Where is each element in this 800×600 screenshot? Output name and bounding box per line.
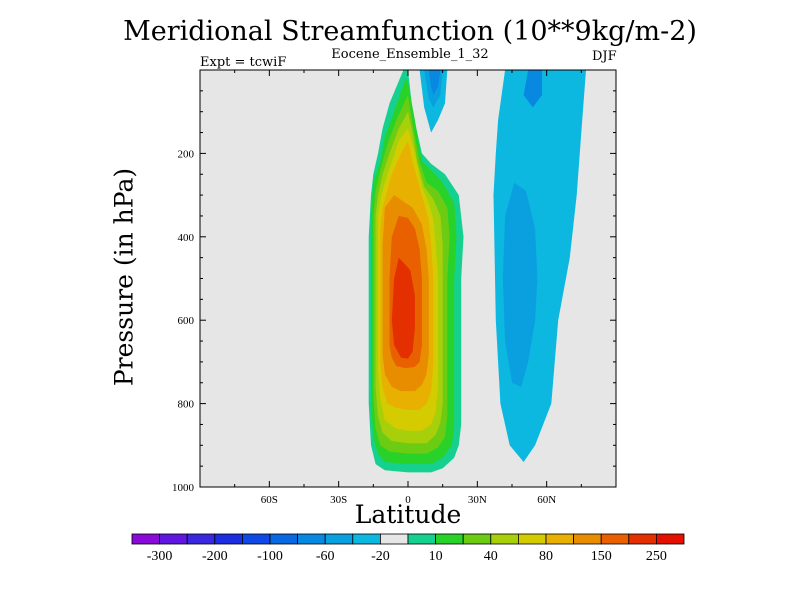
- colorbar-label: 150: [591, 549, 612, 564]
- colorbar-swatch: [518, 533, 547, 545]
- contour-region: [257, 70, 298, 392]
- season-label: DJF: [592, 49, 617, 64]
- colorbar-label: -200: [202, 549, 228, 564]
- x-axis-label: Latitude: [354, 500, 462, 529]
- colorbar-swatch: [131, 533, 161, 545]
- colorbar-swatch: [600, 533, 630, 545]
- colorbar-swatch: [573, 533, 602, 545]
- contour-region: [428, 70, 441, 95]
- colorbar-swatch: [241, 533, 271, 545]
- colorbar: -300 -200 -100 -60 -20 10 40 80 150 250: [131, 533, 685, 564]
- colorbar-swatch: [159, 533, 188, 545]
- colorbar-swatch: [407, 533, 437, 545]
- x-tick-label: 30N: [468, 494, 487, 506]
- colorbar-swatch: [490, 533, 519, 545]
- chart-title: Meridional Streamfunction (10**9kg/m-2): [123, 16, 697, 47]
- x-tick-label: 60S: [261, 494, 278, 506]
- colorbar-swatch: [352, 533, 381, 545]
- contour-region: [502, 182, 538, 387]
- contour-layer: [257, 70, 607, 481]
- colorbar-swatch: [214, 533, 243, 545]
- y-tick-label: 400: [178, 232, 195, 244]
- colorbar-swatch: [628, 533, 657, 545]
- x-tick-label: 0: [405, 494, 411, 506]
- x-tick-label: 60N: [537, 494, 556, 506]
- contour-region: [343, 70, 358, 104]
- y-tick-label: 200: [178, 148, 195, 160]
- experiment-label: Expt = tcwiF: [200, 55, 287, 70]
- colorbar-swatch: [462, 533, 492, 545]
- contour-region: [341, 165, 358, 404]
- colorbar-label: 250: [646, 549, 667, 564]
- colorbar-swatch: [297, 533, 326, 545]
- colorbar-swatch: [186, 533, 216, 545]
- colorbar-swatch: [324, 533, 354, 545]
- colorbar-label: -100: [257, 549, 283, 564]
- y-tick-label: 1000: [172, 482, 195, 494]
- y-tick-label: 800: [178, 399, 195, 411]
- colorbar-swatch: [545, 533, 575, 545]
- colorbar-swatch: [269, 533, 299, 545]
- chart-subtitle: Eocene_Ensemble_1_32: [331, 47, 489, 62]
- x-tick-label: 30S: [330, 494, 347, 506]
- colorbar-swatch: [435, 533, 464, 545]
- contour-region: [523, 70, 542, 108]
- colorbar-label: -20: [371, 549, 390, 564]
- contour-region: [283, 70, 304, 146]
- contour-region: [391, 257, 415, 359]
- colorbar-label: 40: [484, 549, 498, 564]
- colorbar-label: -60: [316, 549, 335, 564]
- y-tick-label: 600: [178, 315, 195, 327]
- axis-layer: 60S 30S 0 30N 60N 200 400 600 800 1000: [172, 70, 616, 506]
- colorbar-swatch: [656, 533, 685, 545]
- colorbar-swatch: [379, 533, 409, 545]
- colorbar-label: -300: [147, 549, 173, 564]
- colorbar-label: 80: [539, 549, 553, 564]
- colorbar-label: 10: [429, 549, 443, 564]
